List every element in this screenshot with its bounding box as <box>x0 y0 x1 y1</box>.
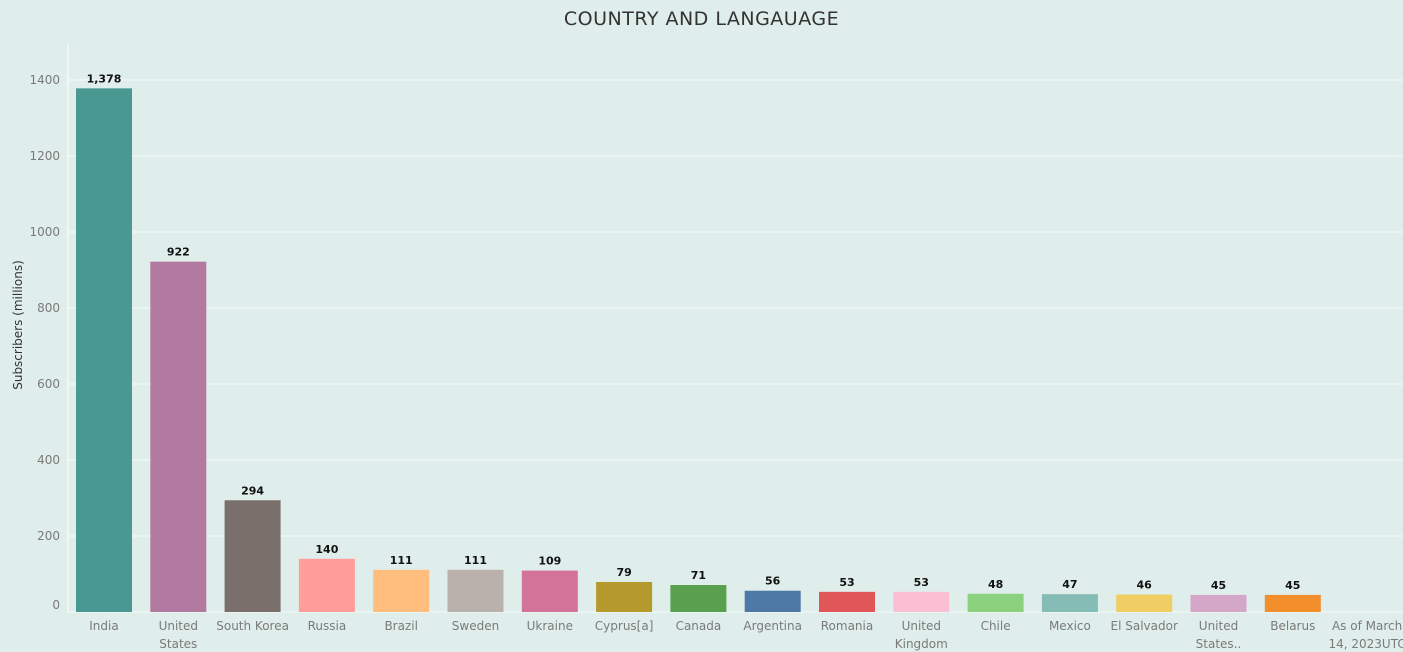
bar <box>224 500 281 612</box>
bar <box>670 585 727 612</box>
chart-title: COUNTRY AND LANGAUAGE <box>563 8 840 30</box>
bar <box>1264 594 1321 612</box>
data-label: 140 <box>315 543 338 556</box>
data-label: 111 <box>464 554 487 567</box>
y-tick-label: 200 <box>37 529 60 543</box>
data-label: 71 <box>691 569 706 582</box>
x-tick-label: South Korea <box>216 619 289 633</box>
x-tick-label: Cyprus[a] <box>595 619 654 633</box>
x-tick-label: As of March 14, 2023UTC <box>1328 619 1403 651</box>
bar <box>150 261 207 612</box>
data-label: 53 <box>914 576 929 589</box>
data-label: 79 <box>616 566 631 579</box>
data-label: 53 <box>839 576 854 589</box>
x-tick-label: Ukraine <box>527 619 573 633</box>
bar <box>76 88 132 613</box>
bar <box>521 570 578 612</box>
bar <box>819 591 875 612</box>
x-tick-label: United States.. <box>1196 619 1242 651</box>
x-tick-label: Belarus <box>1270 619 1315 633</box>
bar <box>893 591 950 612</box>
bar <box>596 581 653 612</box>
x-tick-label: India <box>89 619 118 633</box>
bar <box>447 569 504 612</box>
data-label: 109 <box>538 555 561 568</box>
bar <box>298 558 355 612</box>
x-tick-label: Chile <box>981 619 1011 633</box>
y-tick-label: 0 <box>52 598 60 612</box>
x-tick-label: Russia <box>308 619 347 633</box>
data-label: 45 <box>1285 579 1300 592</box>
bar <box>1116 594 1173 612</box>
y-tick-label: 400 <box>37 453 60 467</box>
data-label: 46 <box>1137 579 1153 592</box>
x-tick-label: Canada <box>676 619 722 633</box>
data-label: 45 <box>1211 579 1226 592</box>
bar <box>744 590 801 612</box>
y-tick-label: 600 <box>37 377 60 391</box>
x-tick-label: Romania <box>821 619 873 633</box>
data-label: 111 <box>390 554 413 567</box>
y-tick-label: 1400 <box>29 73 60 87</box>
x-tick-label: Brazil <box>384 619 418 633</box>
x-tick-label: United States <box>159 619 198 651</box>
data-label: 56 <box>765 575 781 588</box>
bar <box>373 569 430 612</box>
x-tick-label: United Kingdom <box>895 619 948 651</box>
data-label: 47 <box>1062 578 1077 591</box>
data-label: 294 <box>241 484 264 497</box>
data-label: 1,378 <box>87 72 122 85</box>
bar <box>1190 594 1247 612</box>
data-label: 48 <box>988 578 1003 591</box>
x-tick-label: Sweden <box>452 619 499 633</box>
x-tick-label: Mexico <box>1049 619 1091 633</box>
y-tick-label: 800 <box>37 301 60 315</box>
y-tick-label: 1200 <box>29 149 60 163</box>
x-tick-label: El Salvador <box>1111 619 1178 633</box>
x-tick-label: Argentina <box>743 619 802 633</box>
bar <box>1041 594 1098 612</box>
data-label: 922 <box>167 246 190 259</box>
bar <box>967 593 1024 612</box>
y-tick-label: 1000 <box>29 225 60 239</box>
